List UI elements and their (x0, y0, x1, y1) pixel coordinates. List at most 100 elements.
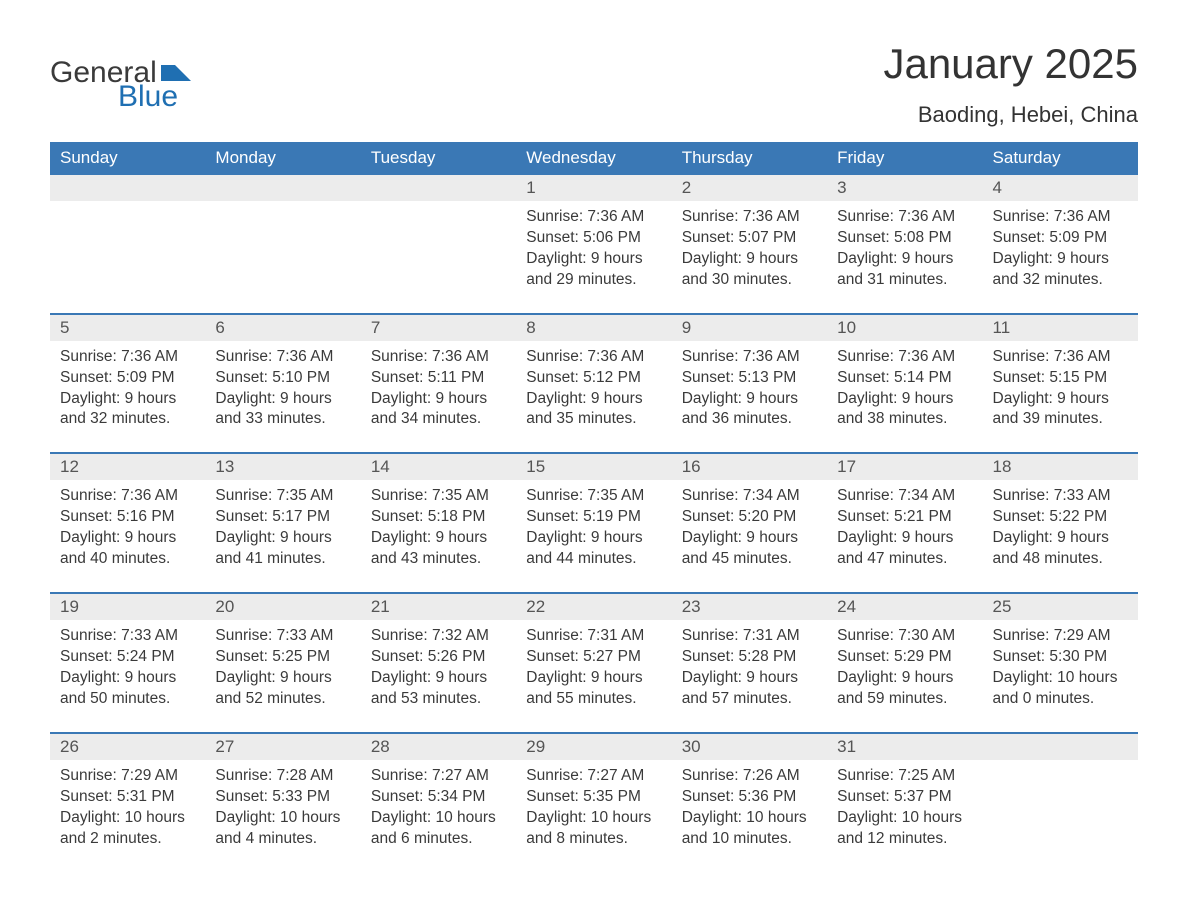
day-number (205, 175, 360, 201)
daylight-text: Daylight: 9 hours and 50 minutes. (60, 668, 195, 710)
day-number: 7 (361, 315, 516, 341)
daylight-text: Daylight: 9 hours and 45 minutes. (682, 528, 817, 570)
daylight-text: Daylight: 9 hours and 44 minutes. (526, 528, 661, 570)
daylight-text: Daylight: 9 hours and 33 minutes. (215, 389, 350, 431)
sunset-text: Sunset: 5:16 PM (60, 507, 195, 528)
day-number: 4 (983, 175, 1138, 201)
sunrise-text: Sunrise: 7:36 AM (526, 207, 661, 228)
day-cell: Sunrise: 7:36 AMSunset: 5:08 PMDaylight:… (827, 201, 982, 313)
sunset-text: Sunset: 5:26 PM (371, 647, 506, 668)
day-number: 17 (827, 454, 982, 480)
daylight-text: Daylight: 9 hours and 47 minutes. (837, 528, 972, 570)
daylight-text: Daylight: 9 hours and 57 minutes. (682, 668, 817, 710)
week-content-row: Sunrise: 7:36 AMSunset: 5:16 PMDaylight:… (50, 480, 1138, 592)
day-cell (50, 201, 205, 313)
sunset-text: Sunset: 5:21 PM (837, 507, 972, 528)
day-number: 14 (361, 454, 516, 480)
day-cell: Sunrise: 7:35 AMSunset: 5:19 PMDaylight:… (516, 480, 671, 592)
sunrise-text: Sunrise: 7:36 AM (60, 486, 195, 507)
sunset-text: Sunset: 5:29 PM (837, 647, 972, 668)
day-number: 18 (983, 454, 1138, 480)
sunrise-text: Sunrise: 7:36 AM (993, 347, 1128, 368)
day-cell (983, 760, 1138, 872)
day-cell: Sunrise: 7:30 AMSunset: 5:29 PMDaylight:… (827, 620, 982, 732)
sunset-text: Sunset: 5:12 PM (526, 368, 661, 389)
day-number-band: 567891011 (50, 313, 1138, 341)
sunrise-text: Sunrise: 7:32 AM (371, 626, 506, 647)
sunrise-text: Sunrise: 7:27 AM (371, 766, 506, 787)
week-content-row: Sunrise: 7:29 AMSunset: 5:31 PMDaylight:… (50, 760, 1138, 872)
day-cell (205, 201, 360, 313)
sunrise-text: Sunrise: 7:35 AM (215, 486, 350, 507)
weeks-container: 1234Sunrise: 7:36 AMSunset: 5:06 PMDayli… (50, 175, 1138, 871)
sunset-text: Sunset: 5:18 PM (371, 507, 506, 528)
day-number: 11 (983, 315, 1138, 341)
sunrise-text: Sunrise: 7:33 AM (215, 626, 350, 647)
daylight-text: Daylight: 9 hours and 35 minutes. (526, 389, 661, 431)
daylight-text: Daylight: 9 hours and 32 minutes. (60, 389, 195, 431)
sunset-text: Sunset: 5:19 PM (526, 507, 661, 528)
sunrise-text: Sunrise: 7:30 AM (837, 626, 972, 647)
dow-header: Thursday (672, 142, 827, 175)
week-content-row: Sunrise: 7:33 AMSunset: 5:24 PMDaylight:… (50, 620, 1138, 732)
sunrise-text: Sunrise: 7:35 AM (371, 486, 506, 507)
day-cell: Sunrise: 7:26 AMSunset: 5:36 PMDaylight:… (672, 760, 827, 872)
day-number: 21 (361, 594, 516, 620)
day-number: 8 (516, 315, 671, 341)
day-cell: Sunrise: 7:36 AMSunset: 5:09 PMDaylight:… (983, 201, 1138, 313)
sunset-text: Sunset: 5:11 PM (371, 368, 506, 389)
sunrise-text: Sunrise: 7:36 AM (215, 347, 350, 368)
daylight-text: Daylight: 9 hours and 41 minutes. (215, 528, 350, 570)
day-cell: Sunrise: 7:36 AMSunset: 5:06 PMDaylight:… (516, 201, 671, 313)
sunset-text: Sunset: 5:10 PM (215, 368, 350, 389)
daylight-text: Daylight: 9 hours and 40 minutes. (60, 528, 195, 570)
daylight-text: Daylight: 9 hours and 36 minutes. (682, 389, 817, 431)
sunset-text: Sunset: 5:37 PM (837, 787, 972, 808)
sunset-text: Sunset: 5:27 PM (526, 647, 661, 668)
daylight-text: Daylight: 10 hours and 8 minutes. (526, 808, 661, 850)
header: General Blue January 2025 Baoding, Hebei… (50, 40, 1138, 128)
dow-header: Monday (205, 142, 360, 175)
sunset-text: Sunset: 5:06 PM (526, 228, 661, 249)
day-cell: Sunrise: 7:31 AMSunset: 5:27 PMDaylight:… (516, 620, 671, 732)
day-number: 12 (50, 454, 205, 480)
day-number: 22 (516, 594, 671, 620)
sunrise-text: Sunrise: 7:27 AM (526, 766, 661, 787)
daylight-text: Daylight: 9 hours and 48 minutes. (993, 528, 1128, 570)
sunrise-text: Sunrise: 7:36 AM (993, 207, 1128, 228)
day-cell: Sunrise: 7:36 AMSunset: 5:13 PMDaylight:… (672, 341, 827, 453)
sunrise-text: Sunrise: 7:36 AM (371, 347, 506, 368)
day-cell: Sunrise: 7:34 AMSunset: 5:21 PMDaylight:… (827, 480, 982, 592)
day-cell: Sunrise: 7:36 AMSunset: 5:11 PMDaylight:… (361, 341, 516, 453)
day-number: 20 (205, 594, 360, 620)
sunset-text: Sunset: 5:25 PM (215, 647, 350, 668)
location: Baoding, Hebei, China (883, 102, 1138, 128)
day-cell: Sunrise: 7:29 AMSunset: 5:30 PMDaylight:… (983, 620, 1138, 732)
sunset-text: Sunset: 5:07 PM (682, 228, 817, 249)
day-number (50, 175, 205, 201)
day-number: 6 (205, 315, 360, 341)
day-number: 2 (672, 175, 827, 201)
day-number: 31 (827, 734, 982, 760)
day-number: 10 (827, 315, 982, 341)
sunset-text: Sunset: 5:14 PM (837, 368, 972, 389)
day-cell: Sunrise: 7:27 AMSunset: 5:34 PMDaylight:… (361, 760, 516, 872)
sunrise-text: Sunrise: 7:29 AM (60, 766, 195, 787)
dow-header: Saturday (983, 142, 1138, 175)
sunrise-text: Sunrise: 7:25 AM (837, 766, 972, 787)
day-cell: Sunrise: 7:33 AMSunset: 5:24 PMDaylight:… (50, 620, 205, 732)
daylight-text: Daylight: 9 hours and 52 minutes. (215, 668, 350, 710)
sunset-text: Sunset: 5:35 PM (526, 787, 661, 808)
week-content-row: Sunrise: 7:36 AMSunset: 5:06 PMDaylight:… (50, 201, 1138, 313)
day-cell: Sunrise: 7:33 AMSunset: 5:22 PMDaylight:… (983, 480, 1138, 592)
daylight-text: Daylight: 9 hours and 39 minutes. (993, 389, 1128, 431)
daylight-text: Daylight: 10 hours and 0 minutes. (993, 668, 1128, 710)
day-cell: Sunrise: 7:33 AMSunset: 5:25 PMDaylight:… (205, 620, 360, 732)
day-number: 15 (516, 454, 671, 480)
sunset-text: Sunset: 5:34 PM (371, 787, 506, 808)
sunset-text: Sunset: 5:13 PM (682, 368, 817, 389)
sunrise-text: Sunrise: 7:34 AM (837, 486, 972, 507)
day-number: 9 (672, 315, 827, 341)
day-cell: Sunrise: 7:36 AMSunset: 5:12 PMDaylight:… (516, 341, 671, 453)
sunset-text: Sunset: 5:33 PM (215, 787, 350, 808)
